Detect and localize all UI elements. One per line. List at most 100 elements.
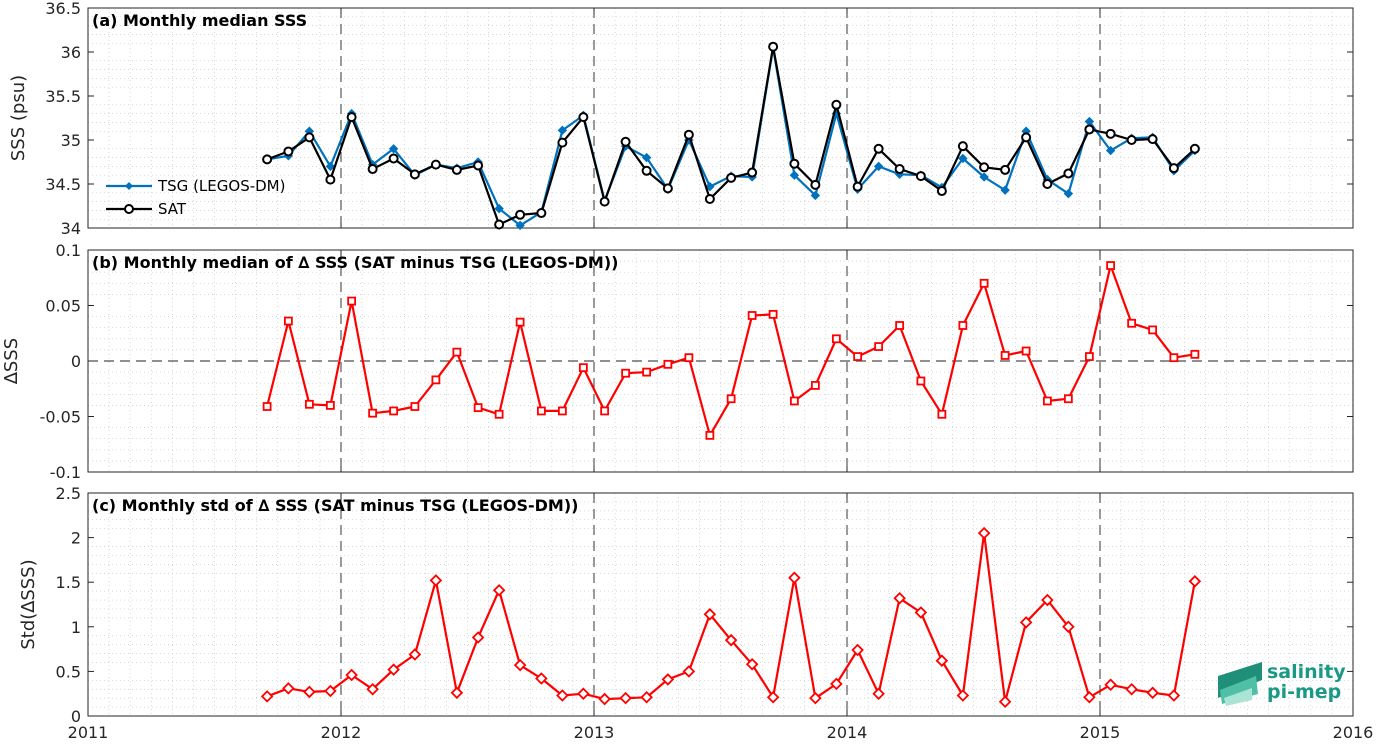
y-tick-label: 35 — [61, 131, 81, 150]
data-point — [661, 673, 675, 686]
series-line — [266, 264, 1196, 437]
logo-waves-icon — [1218, 662, 1262, 706]
data-point — [578, 363, 588, 373]
data-point — [408, 648, 422, 661]
data-point — [831, 99, 842, 110]
data-point — [1127, 318, 1137, 328]
y-tick-label: 2 — [71, 529, 81, 548]
y-tick-label: 1 — [71, 618, 81, 637]
data-point — [724, 633, 738, 647]
data-point — [642, 367, 652, 377]
data-point — [599, 196, 610, 207]
data-point — [515, 220, 525, 231]
series-line — [266, 46, 1196, 227]
data-point — [262, 402, 272, 411]
series-1 — [262, 41, 1200, 230]
y-tick-label: 35.5 — [45, 87, 81, 106]
legend-label: SAT — [158, 200, 187, 218]
y-tick-label: 34 — [61, 219, 81, 238]
panel-a: 34 34.5 35 35.5 36 36.5 SSS (psu) (a) Monthly m… — [8, 0, 1354, 238]
data-point — [513, 658, 527, 672]
data-point — [1062, 620, 1075, 634]
data-point — [450, 686, 464, 700]
data-point — [282, 682, 295, 695]
y-tick-label: 2.5 — [56, 484, 81, 503]
data-point — [619, 691, 632, 705]
y-tick-label: 36 — [61, 43, 81, 62]
y-tick-label: 1.5 — [56, 573, 81, 592]
data-point — [1000, 185, 1010, 195]
data-point — [704, 193, 715, 204]
data-point — [621, 368, 631, 378]
data-point — [998, 695, 1012, 709]
x-tick-label: 2014 — [827, 723, 868, 742]
y-tick-label: 0.5 — [56, 662, 81, 681]
data-point — [388, 153, 399, 164]
data-point — [641, 152, 652, 163]
data-point — [1189, 143, 1200, 154]
data-point — [494, 219, 505, 230]
data-point — [851, 643, 864, 657]
data-point — [979, 172, 989, 182]
data-point — [873, 143, 884, 154]
data-point — [347, 296, 357, 306]
x-tick-label: 2016 — [1333, 723, 1374, 742]
data-point — [431, 375, 441, 385]
data-point — [873, 161, 884, 172]
x-tick-label: 2011 — [68, 723, 109, 742]
data-point — [325, 174, 336, 185]
data-point — [957, 141, 968, 152]
data-point — [1042, 396, 1052, 406]
y-axis-label: ∆SSS — [1, 338, 22, 385]
data-point — [663, 359, 673, 369]
data-point — [979, 278, 989, 288]
data-point — [430, 159, 441, 170]
data-point — [1169, 353, 1179, 363]
data-point — [367, 164, 378, 175]
data-point — [956, 689, 970, 702]
data-point — [788, 571, 801, 585]
data-point — [473, 160, 484, 171]
data-point — [1125, 682, 1138, 696]
data-point — [536, 406, 546, 416]
data-point — [935, 654, 949, 667]
data-point — [726, 394, 736, 404]
salinity-pimep-logo: salinity pi-mep — [1218, 661, 1346, 706]
data-point — [451, 164, 462, 175]
axes-box — [87, 492, 1354, 717]
data-point — [1148, 325, 1158, 335]
data-point — [1083, 690, 1096, 704]
data-point — [958, 153, 968, 164]
data-point — [789, 170, 800, 180]
y-axis-label: Std(∆SSS) — [18, 559, 39, 649]
data-point — [1021, 132, 1032, 143]
series-line — [266, 531, 1196, 703]
y-tick-label: -0.1 — [50, 463, 81, 482]
data-point — [726, 172, 737, 183]
data-point — [810, 179, 821, 190]
data-point — [1041, 593, 1054, 607]
data-point — [958, 321, 968, 330]
data-point — [557, 137, 568, 148]
axes-box — [87, 7, 1354, 229]
data-point — [1063, 394, 1073, 404]
data-point — [1084, 124, 1095, 135]
data-point — [684, 353, 694, 363]
data-point — [810, 190, 821, 201]
data-point — [1190, 349, 1200, 359]
series-0 — [260, 526, 1202, 709]
data-point — [641, 165, 652, 176]
data-point — [556, 689, 569, 702]
data-point — [809, 691, 822, 705]
data-point — [535, 672, 548, 685]
grid — [88, 8, 1353, 228]
data-point — [262, 154, 273, 165]
data-point — [473, 403, 483, 413]
data-point — [303, 685, 316, 699]
panel-c: 0 0.5 1 1.5 2 2.5 2011 2012 2013 2014 2015 2016 Std(… — [18, 484, 1373, 742]
data-point — [893, 591, 906, 605]
x-tick-label: 2013 — [574, 723, 615, 742]
data-point — [515, 317, 525, 327]
data-point — [830, 677, 843, 691]
